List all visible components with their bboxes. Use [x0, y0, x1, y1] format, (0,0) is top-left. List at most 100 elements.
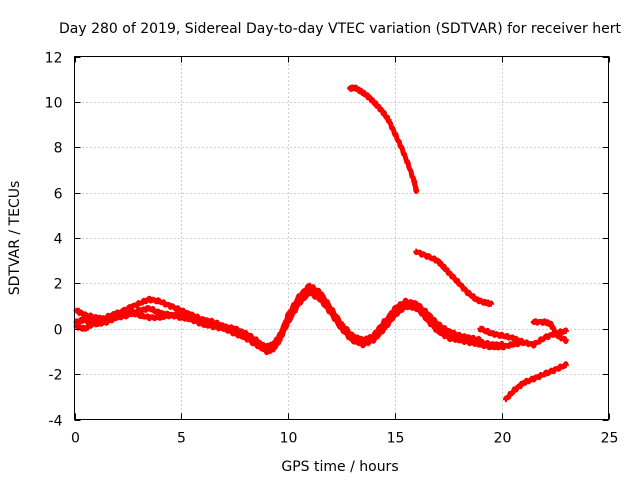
data-point: [455, 280, 462, 287]
y-tick-label: 8: [54, 141, 63, 157]
data-point: [481, 299, 488, 306]
data-point: [434, 257, 441, 264]
data-point: [221, 323, 228, 330]
data-point: [562, 362, 569, 369]
data-point: [520, 380, 527, 387]
data-point: [306, 287, 313, 294]
y-tick-label: 12: [45, 51, 63, 67]
data-point: [473, 296, 480, 303]
x-tick-label: 10: [280, 431, 298, 447]
data-point: [167, 312, 174, 319]
data-point: [488, 343, 495, 350]
data-point: [520, 339, 527, 346]
data-point: [502, 396, 509, 403]
data-point: [554, 332, 561, 339]
data-point: [434, 328, 441, 335]
series-group: [73, 84, 569, 403]
data-point: [541, 334, 548, 341]
y-tick-label: -4: [49, 414, 63, 430]
y-tick-label: 2: [54, 277, 63, 293]
data-point: [562, 328, 569, 335]
tick-labels: 0 5 10 15 20 25 -4 -2 0 2 4 6 8 10 12: [45, 51, 619, 447]
data-point: [477, 325, 484, 332]
series-line-mid-arc: [413, 249, 494, 308]
data-point: [276, 332, 283, 339]
data-point: [404, 160, 411, 167]
data-point: [447, 271, 454, 278]
data-point: [509, 334, 516, 341]
data-point: [423, 316, 430, 323]
y-tick-label: 6: [54, 187, 63, 203]
data-point: [338, 323, 345, 330]
data-point: [413, 248, 420, 255]
data-point: [156, 314, 163, 321]
data-point: [82, 316, 89, 323]
data-point: [124, 307, 131, 314]
data-point: [423, 253, 430, 260]
data-point: [530, 375, 537, 382]
data-point: [146, 305, 153, 312]
data-point: [178, 312, 185, 319]
x-axis-label: GPS time / hours: [281, 459, 398, 475]
data-point: [391, 307, 398, 314]
y-tick-label: 10: [45, 96, 63, 112]
x-tick-label: 20: [494, 431, 512, 447]
data-point: [92, 318, 99, 325]
data-point: [488, 330, 495, 337]
x-tick-label: 15: [387, 431, 405, 447]
data-point: [135, 300, 142, 307]
data-point: [327, 307, 334, 314]
data-point: [402, 300, 409, 307]
data-point: [488, 300, 495, 307]
x-tick-label: 0: [71, 431, 80, 447]
data-point: [477, 341, 484, 348]
data-point: [263, 343, 270, 350]
data-point: [455, 337, 462, 344]
y-tick-label: -2: [49, 368, 63, 384]
data-point: [353, 85, 360, 92]
x-tick-label: 5: [177, 431, 186, 447]
data-point: [391, 130, 398, 137]
data-point: [398, 144, 405, 151]
data-point: [498, 343, 505, 350]
data-point: [498, 332, 505, 339]
data-point: [231, 328, 238, 335]
y-tick-label: 0: [54, 323, 63, 339]
data-point: [411, 178, 418, 185]
data-point: [413, 303, 420, 310]
data-point: [270, 341, 277, 348]
data-point: [347, 85, 354, 92]
data-point: [188, 314, 195, 321]
data-point: [441, 264, 448, 271]
data-point: [509, 341, 516, 348]
data-point: [379, 107, 386, 114]
data-point: [541, 371, 548, 378]
data-point: [167, 303, 174, 310]
data-point: [359, 339, 366, 346]
data-point: [445, 334, 452, 341]
grid: [74, 56, 609, 420]
data-point: [317, 293, 324, 300]
x-tick-label: 25: [601, 431, 619, 447]
data-point: [114, 309, 121, 316]
ticks: [74, 56, 610, 421]
data-point: [464, 289, 471, 296]
y-tick-label: 4: [54, 232, 63, 248]
data-point: [511, 387, 518, 394]
data-point: [82, 325, 89, 332]
data-point: [349, 334, 356, 341]
data-point: [547, 321, 554, 328]
data-point: [552, 366, 559, 373]
data-point: [210, 321, 217, 328]
data-point: [541, 318, 548, 325]
data-point: [199, 318, 206, 325]
data-point: [466, 339, 473, 346]
data-point: [295, 298, 302, 305]
data-point: [285, 314, 292, 321]
data-point: [146, 296, 153, 303]
data-point: [562, 337, 569, 344]
data-point: [366, 94, 373, 101]
data-point: [242, 332, 249, 339]
data-point: [381, 318, 388, 325]
